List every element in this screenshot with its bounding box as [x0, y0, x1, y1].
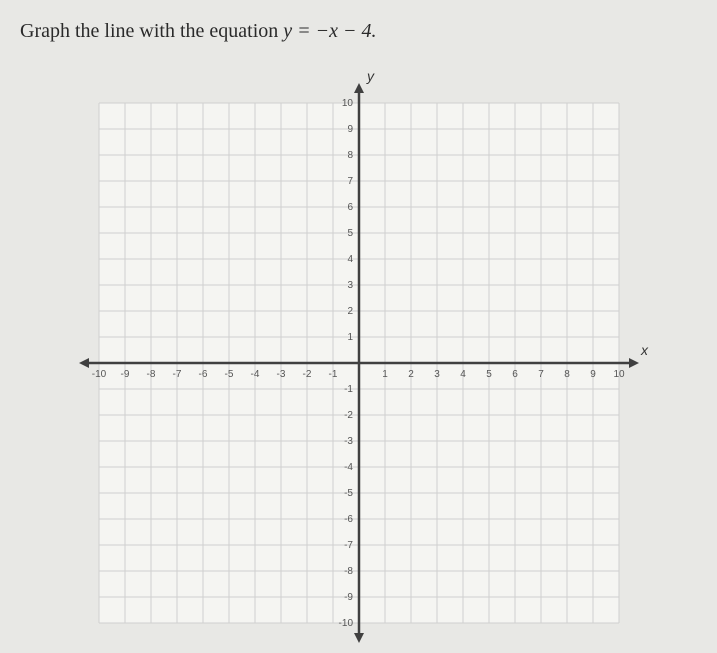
- y-tick-label: 10: [341, 98, 353, 109]
- x-tick-label: -6: [198, 369, 207, 380]
- y-tick-label: 5: [347, 228, 353, 239]
- prompt-equation: y = −x − 4.: [283, 20, 376, 42]
- x-tick-label: -10: [91, 369, 106, 380]
- x-tick-label: -1: [328, 369, 337, 380]
- y-tick-label: -3: [344, 436, 353, 447]
- x-tick-label: 4: [460, 369, 466, 380]
- x-tick-label: -7: [172, 369, 181, 380]
- y-tick-label: 1: [347, 332, 353, 343]
- x-tick-label: 9: [590, 369, 596, 380]
- x-axis-label: x: [640, 342, 649, 358]
- y-tick-label: -8: [344, 566, 353, 577]
- y-tick-label: 8: [347, 150, 353, 161]
- y-tick-label: 6: [347, 202, 353, 213]
- y-tick-label: 3: [347, 280, 353, 291]
- x-tick-label: -3: [276, 369, 285, 380]
- y-tick-label: -4: [344, 462, 353, 473]
- x-tick-label: -4: [250, 369, 259, 380]
- x-tick-label: 7: [538, 369, 544, 380]
- y-tick-label: 7: [347, 176, 353, 187]
- y-axis-arrow-up: [354, 83, 364, 93]
- coordinate-plane[interactable]: -10 -9 -8 -7 -6 -5 -4 -3 -2 -1 1 2 3 4 5 6 7 8 9 10 -10 -9 -8 -…: [69, 73, 649, 653]
- y-tick-label: -9: [344, 592, 353, 603]
- x-tick-label: 10: [613, 369, 625, 380]
- y-tick-label: -7: [344, 540, 353, 551]
- y-tick-label: -6: [344, 514, 353, 525]
- prompt-prefix: Graph the line with the equation: [20, 20, 283, 42]
- y-axis-label: y: [366, 73, 375, 84]
- y-tick-label: -2: [344, 410, 353, 421]
- x-tick-label: 5: [486, 369, 492, 380]
- x-tick-label: -9: [120, 369, 129, 380]
- x-tick-label: 3: [434, 369, 440, 380]
- x-axis-arrow-left: [79, 358, 89, 368]
- y-tick-label: -10: [338, 618, 353, 629]
- y-axis-arrow-down: [354, 633, 364, 643]
- prompt-text: Graph the line with the equation y = −x …: [20, 20, 697, 43]
- x-tick-label: 2: [408, 369, 414, 380]
- x-tick-label: -5: [224, 369, 233, 380]
- x-tick-label: -8: [146, 369, 155, 380]
- y-tick-label: -1: [344, 384, 353, 395]
- y-tick-label: -5: [344, 488, 353, 499]
- graph-container: -10 -9 -8 -7 -6 -5 -4 -3 -2 -1 1 2 3 4 5 6 7 8 9 10 -10 -9 -8 -…: [20, 73, 697, 653]
- x-tick-label: 6: [512, 369, 518, 380]
- x-axis-arrow-right: [629, 358, 639, 368]
- x-tick-label: 1: [382, 369, 388, 380]
- y-tick-label: 9: [347, 124, 353, 135]
- y-tick-label: 2: [347, 306, 353, 317]
- x-tick-label: -2: [302, 369, 311, 380]
- y-tick-label: 4: [347, 254, 353, 265]
- x-tick-label: 8: [564, 369, 570, 380]
